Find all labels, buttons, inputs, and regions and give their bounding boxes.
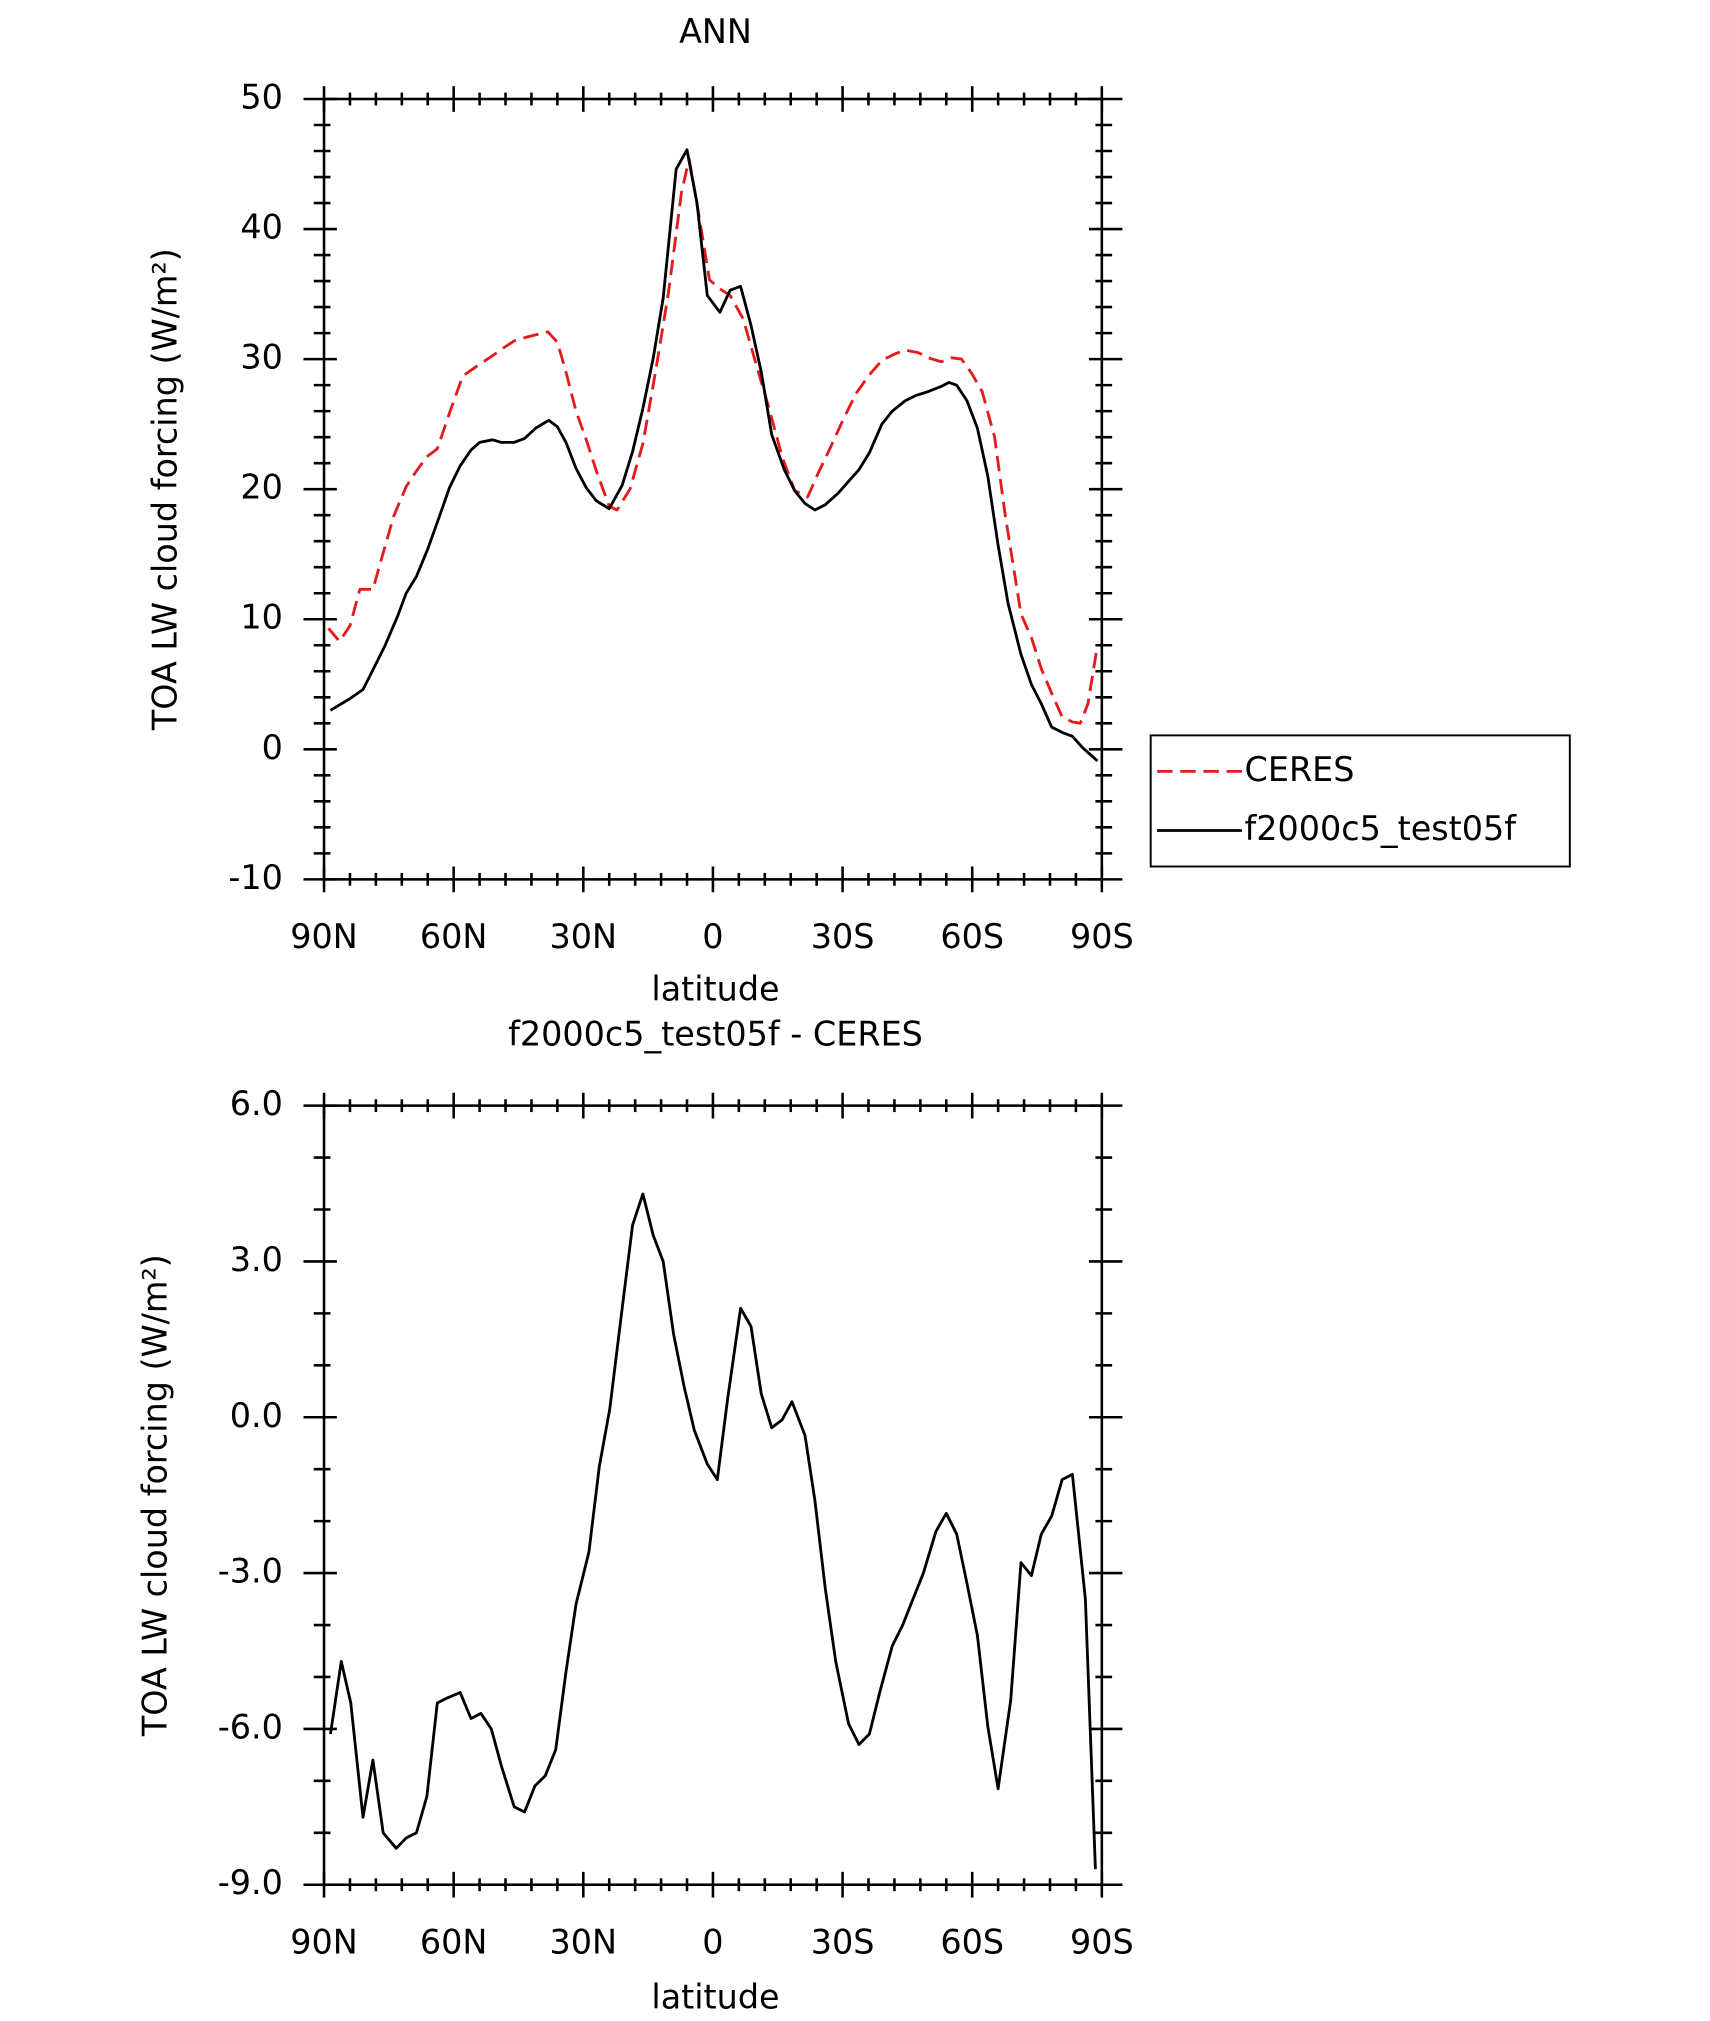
y-tick-label: 6.0 bbox=[230, 1084, 283, 1123]
y-tick-label: -6.0 bbox=[218, 1707, 283, 1746]
x-tick-label: 60S bbox=[940, 1922, 1004, 1961]
legend-box bbox=[1149, 734, 1571, 868]
y-tick-label: -3.0 bbox=[218, 1552, 283, 1591]
x-tick-label: 90S bbox=[1070, 917, 1134, 956]
x-tick-label: 30N bbox=[550, 1922, 618, 1961]
chart-title: f2000c5_test05f - CERES bbox=[508, 1015, 923, 1054]
y-tick-label: -10 bbox=[228, 858, 283, 897]
y-tick-label: 10 bbox=[240, 598, 283, 637]
x-tick-label: 90N bbox=[290, 917, 358, 956]
y-tick-label: -9.0 bbox=[218, 1863, 283, 1902]
x-axis-label: latitude bbox=[651, 970, 779, 1009]
x-tick-label: 30S bbox=[811, 917, 875, 956]
chart-title: ANN bbox=[679, 12, 752, 51]
x-tick-label: 90S bbox=[1070, 1922, 1134, 1961]
y-axis-label: TOA LW cloud forcing (W/m²) bbox=[135, 1254, 174, 1737]
x-tick-label: 30N bbox=[550, 917, 618, 956]
series-line bbox=[329, 1192, 1097, 1870]
legend-label: f2000c5_test05f bbox=[1245, 809, 1518, 848]
series-line bbox=[327, 157, 1099, 725]
x-tick-label: 60N bbox=[420, 917, 488, 956]
plot-frame bbox=[322, 97, 1104, 881]
y-tick-label: 3.0 bbox=[230, 1240, 283, 1279]
x-tick-label: 60S bbox=[940, 917, 1004, 956]
y-tick-label: 30 bbox=[240, 338, 283, 377]
series-line bbox=[329, 148, 1099, 763]
y-tick-label: 40 bbox=[240, 208, 283, 247]
y-axis-label: TOA LW cloud forcing (W/m²) bbox=[146, 248, 185, 731]
x-tick-label: 0 bbox=[702, 1922, 723, 1961]
y-tick-label: 20 bbox=[240, 468, 283, 507]
legend: CERES f2000c5_test05f bbox=[1149, 734, 1571, 868]
x-tick-label: 0 bbox=[702, 917, 723, 956]
y-tick-label: 0 bbox=[262, 728, 283, 767]
y-tick-label: 50 bbox=[240, 77, 283, 116]
x-tick-label: 30S bbox=[811, 1922, 875, 1961]
legend-label: CERES bbox=[1245, 750, 1355, 789]
x-tick-label: 60N bbox=[420, 1922, 488, 1961]
x-tick-label: 90N bbox=[290, 1922, 358, 1961]
plot-frame bbox=[322, 1104, 1104, 1887]
x-axis-label: latitude bbox=[651, 1978, 779, 2017]
y-tick-label: 0.0 bbox=[230, 1396, 283, 1435]
